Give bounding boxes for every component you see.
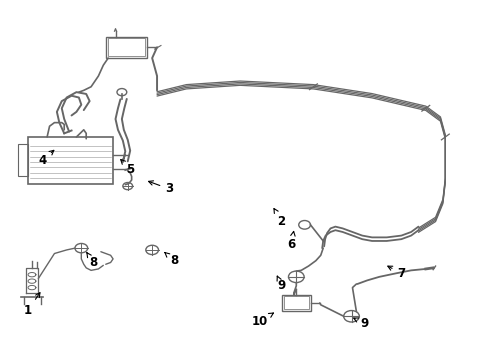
Text: 7: 7	[388, 266, 405, 280]
Text: 5: 5	[121, 159, 134, 176]
Bar	[106, 37, 147, 58]
Text: 9: 9	[277, 276, 286, 292]
Text: 2: 2	[274, 208, 286, 228]
Bar	[108, 39, 145, 56]
Text: 8: 8	[165, 252, 178, 267]
Bar	[284, 296, 309, 310]
Bar	[18, 144, 27, 176]
Text: 4: 4	[38, 150, 54, 167]
Text: 8: 8	[87, 253, 98, 269]
Text: 1: 1	[24, 293, 40, 318]
Bar	[27, 137, 113, 184]
Text: 6: 6	[287, 231, 295, 251]
Text: 9: 9	[354, 317, 369, 330]
Text: 10: 10	[251, 313, 273, 328]
Text: 3: 3	[148, 181, 173, 195]
Bar	[282, 295, 311, 311]
